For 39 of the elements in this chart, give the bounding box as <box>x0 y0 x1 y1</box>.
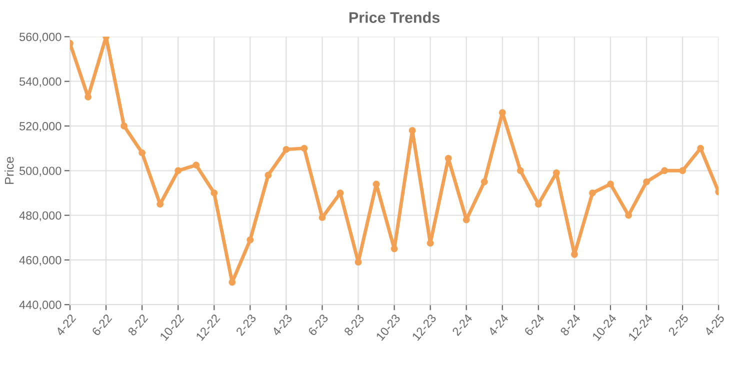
chart-title: Price Trends <box>349 12 440 23</box>
y-tick-label: 500,000 <box>19 166 62 176</box>
point <box>354 258 362 266</box>
y-tick-label: 540,000 <box>19 77 62 88</box>
point <box>444 154 452 162</box>
y-tick-label: 440,000 <box>19 300 62 310</box>
point <box>336 190 344 196</box>
point <box>643 178 650 186</box>
y-tick-label: 480,000 <box>19 211 62 222</box>
y-axis-title: Price <box>4 156 14 184</box>
point <box>697 144 704 152</box>
point <box>264 172 272 179</box>
point <box>679 167 686 174</box>
point <box>210 190 218 196</box>
y-tick-label: 520,000 <box>19 122 62 132</box>
point <box>462 216 470 224</box>
point <box>84 94 92 100</box>
point <box>588 190 596 196</box>
point <box>120 122 128 130</box>
point <box>480 178 488 186</box>
point <box>570 250 578 258</box>
point <box>552 169 560 176</box>
point <box>318 214 326 222</box>
point <box>426 240 434 247</box>
point <box>607 180 614 188</box>
point <box>246 236 254 244</box>
point <box>192 162 200 169</box>
point <box>516 167 524 174</box>
point <box>300 144 308 152</box>
y-tick-label: 460,000 <box>19 256 62 266</box>
point <box>390 245 398 252</box>
point <box>138 149 146 156</box>
point <box>228 278 236 286</box>
y-tick-label: 560,000 <box>19 32 62 42</box>
point <box>282 146 290 153</box>
point <box>498 109 506 116</box>
point <box>174 167 182 174</box>
point <box>661 167 668 174</box>
point <box>408 126 416 134</box>
